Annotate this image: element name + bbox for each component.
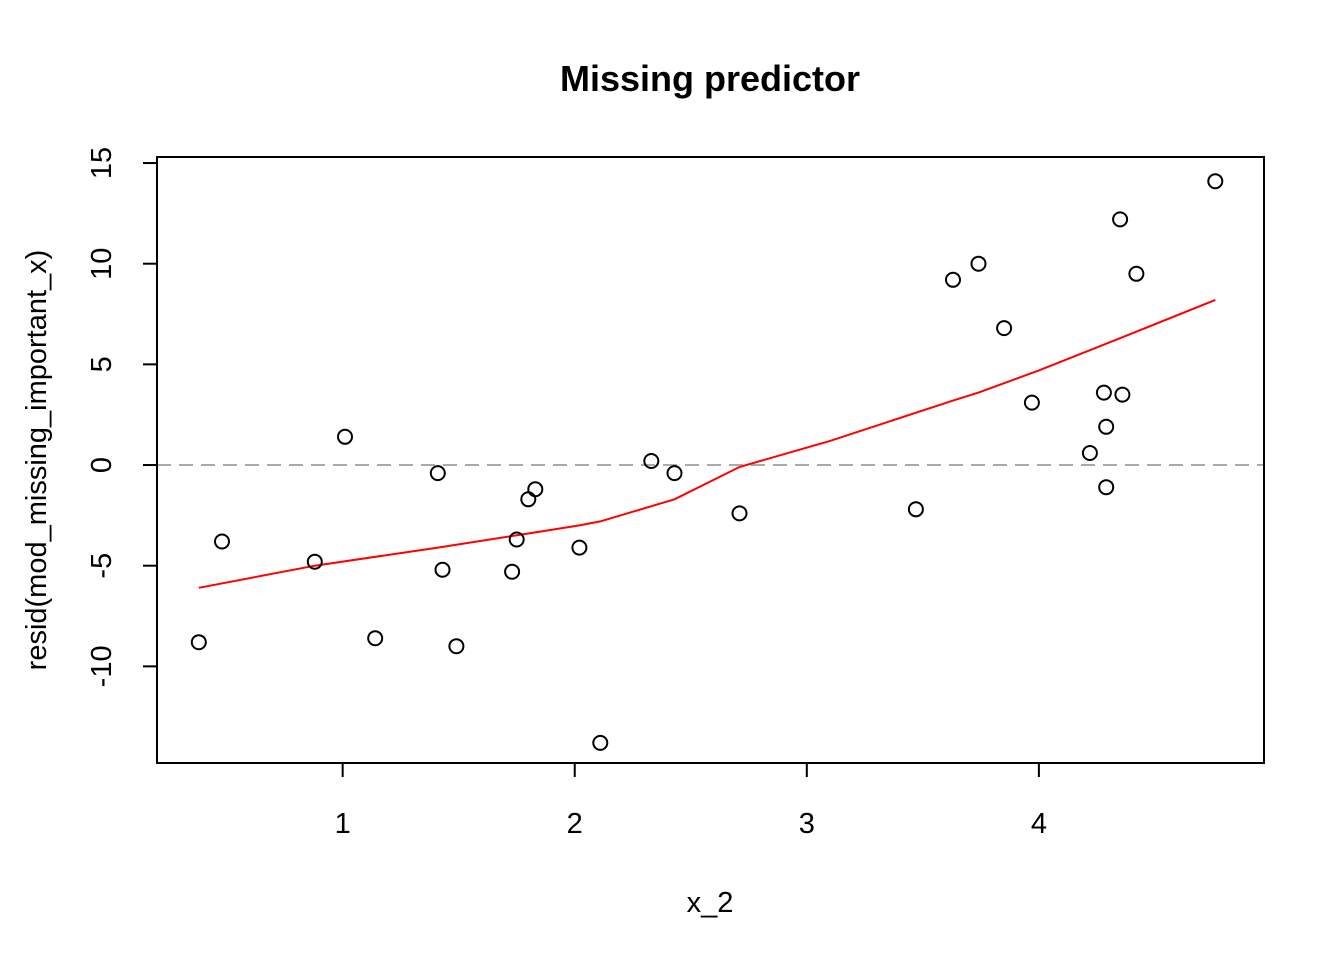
data-point: [666, 465, 683, 482]
x-tick-label: 2: [567, 808, 583, 840]
x-tick-label: 1: [335, 808, 351, 840]
data-point: [907, 501, 924, 518]
y-tick-label: 0: [86, 457, 118, 473]
data-point: [337, 428, 353, 445]
data-point: [504, 563, 521, 580]
data-point: [643, 453, 660, 469]
data-point: [970, 255, 987, 272]
x-tick-label: 4: [1031, 808, 1047, 840]
x-axis-label: x_2: [687, 887, 734, 919]
plot-frame: [156, 156, 1265, 764]
x-tick-label: 3: [799, 808, 815, 840]
data-point: [945, 271, 961, 288]
y-tick-label: 5: [86, 356, 118, 372]
y-tick-label: -5: [86, 553, 118, 579]
data-point: [527, 481, 544, 498]
y-tick-label: -10: [86, 645, 118, 687]
data-point: [306, 553, 323, 570]
y-tick-label: 15: [86, 147, 118, 179]
plot-area: [156, 156, 1265, 764]
data-point: [592, 734, 609, 751]
data-point: [434, 561, 451, 578]
x-axis: 1 2 3 4: [335, 762, 1047, 840]
y-axis-label: resid(mod_missing_important_x): [21, 250, 53, 671]
data-point: [429, 465, 446, 482]
smooth-trend-line: [198, 298, 1216, 589]
data-point: [1098, 418, 1115, 435]
data-point: [571, 539, 588, 556]
data-point: [190, 634, 207, 651]
data-point: [1098, 479, 1115, 496]
data-points: [190, 173, 1224, 751]
data-point: [1114, 386, 1131, 403]
chart-title: Missing predictor: [560, 58, 860, 99]
y-tick-label: 10: [86, 248, 118, 280]
data-point: [996, 320, 1013, 337]
data-point: [214, 533, 230, 550]
data-point: [731, 505, 748, 522]
data-point: [520, 491, 537, 508]
data-point: [1112, 211, 1129, 228]
data-point: [367, 630, 384, 647]
data-point: [508, 531, 525, 548]
data-point: [448, 638, 465, 655]
y-axis: -10 -5 0 5 10 15: [86, 147, 158, 687]
data-point: [1023, 394, 1040, 411]
data-point: [1081, 445, 1098, 461]
data-point: [1128, 265, 1145, 282]
data-point: [1095, 384, 1112, 401]
data-point: [1207, 173, 1224, 190]
